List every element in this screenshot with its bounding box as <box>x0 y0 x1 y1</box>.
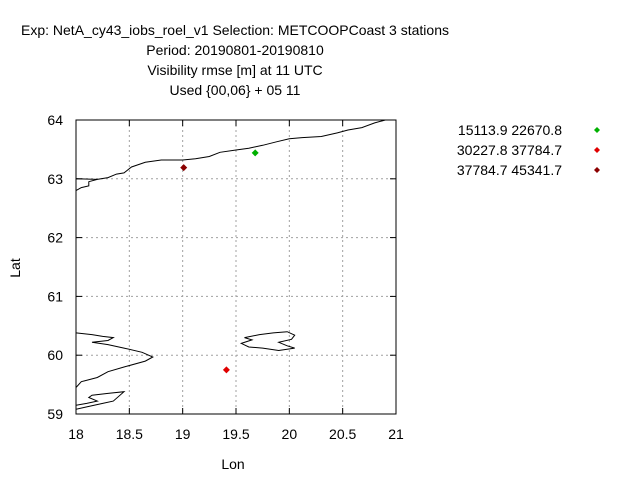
chart-title-block: Exp: NetA_cy43_iobs_roel_v1 Selection: M… <box>21 22 449 98</box>
chart-title-line-3: Visibility rmse [m] at 11 UTC <box>147 62 322 78</box>
coastline <box>76 391 126 410</box>
coastline-group <box>76 120 386 410</box>
y-tick-label: 61 <box>47 288 63 304</box>
chart-title-line-4: Used {00,06} + 05 11 <box>170 82 301 98</box>
y-tick-label: 60 <box>47 347 63 363</box>
x-tick-label: 19.5 <box>222 426 249 442</box>
chart-title-line-2: Period: 20190801-20190810 <box>146 42 324 58</box>
x-tick-label: 20.5 <box>329 426 356 442</box>
y-tick-label: 63 <box>47 171 63 187</box>
data-points <box>180 149 259 374</box>
legend-label: 15113.9 22670.8 <box>458 122 562 138</box>
legend-label: 37784.7 45341.7 <box>457 162 562 178</box>
data-point <box>180 164 188 172</box>
y-tick-label: 64 <box>47 112 63 128</box>
x-tick-label: 20 <box>282 426 298 442</box>
data-point <box>251 149 259 157</box>
data-point <box>222 366 230 374</box>
x-tick-label: 18.5 <box>116 426 143 442</box>
legend: 15113.9 22670.8 30227.8 37784.7 37784.7 45… <box>457 122 600 178</box>
x-tick-label: 21 <box>388 426 404 442</box>
legend-marker <box>594 127 600 133</box>
coastline <box>239 331 296 352</box>
chart-title-line-1: Exp: NetA_cy43_iobs_roel_v1 Selection: M… <box>21 22 449 38</box>
legend-marker <box>594 167 600 173</box>
x-axis-ticks: 18 18.5 19 19.5 20 20.5 21 <box>68 120 404 442</box>
y-tick-label: 62 <box>47 230 63 246</box>
y-axis-label: Lat <box>7 258 23 278</box>
legend-marker <box>594 147 600 153</box>
y-axis-ticks: 59 60 61 62 63 64 <box>47 112 396 422</box>
x-axis-label: Lon <box>221 456 244 472</box>
x-tick-label: 18 <box>68 426 84 442</box>
x-tick-label: 19 <box>175 426 191 442</box>
grid-lines <box>76 120 396 414</box>
coastline <box>76 332 154 388</box>
coastline <box>76 120 386 192</box>
legend-label: 30227.8 37784.7 <box>457 142 562 158</box>
y-tick-label: 59 <box>47 406 63 422</box>
